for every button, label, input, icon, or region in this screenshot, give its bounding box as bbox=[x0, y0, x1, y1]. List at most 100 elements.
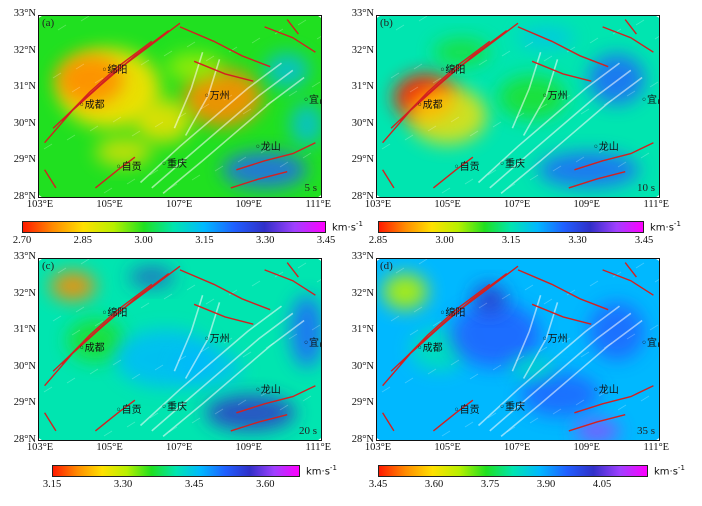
lat-label: 32°N bbox=[13, 287, 36, 299]
period-label: 10 s bbox=[636, 182, 655, 194]
lon-label: 105°E bbox=[434, 199, 461, 210]
fault-line bbox=[382, 169, 395, 189]
city-label: ◦龙山 bbox=[255, 138, 281, 153]
city-label: ◦万州 bbox=[204, 330, 230, 345]
colorbar-tick-label: 3.30 bbox=[256, 235, 275, 246]
colorbar-tick-label: 3.45 bbox=[368, 479, 388, 490]
fold-ridge bbox=[162, 319, 305, 438]
panel-label: (c) bbox=[42, 260, 55, 272]
lat-label: 30°N bbox=[13, 360, 36, 372]
city-name: 自贡 bbox=[459, 162, 480, 174]
fold-ridge bbox=[511, 51, 542, 129]
city-name: 龙山 bbox=[598, 385, 619, 397]
fault-line bbox=[517, 269, 609, 311]
colorbar-tick-label: 3.90 bbox=[536, 479, 556, 490]
velocity-anomaly bbox=[165, 52, 223, 82]
city-label: ◦宜昌 bbox=[641, 334, 659, 349]
circle-marker-icon: ◦ bbox=[161, 401, 168, 413]
circle-marker-icon: ◦ bbox=[303, 337, 310, 349]
lon-label: 111°E bbox=[643, 442, 670, 453]
lon-label: 111°E bbox=[643, 199, 670, 210]
city-label: ◦绵阳 bbox=[439, 61, 465, 76]
lat-label: 28°N bbox=[351, 434, 374, 445]
city-name: 重庆 bbox=[167, 158, 188, 170]
fault-line bbox=[264, 26, 316, 53]
fault-line bbox=[602, 26, 654, 53]
lat-label: 28°N bbox=[351, 191, 374, 202]
fault-line bbox=[432, 156, 474, 189]
fold-ridge bbox=[511, 294, 542, 372]
colorbar-tick-label: 3.00 bbox=[134, 235, 153, 246]
colorbar bbox=[22, 221, 326, 233]
colorbar-tick-label: 3.60 bbox=[256, 479, 275, 490]
fault-line bbox=[44, 412, 57, 432]
unit-exponent: -1 bbox=[673, 220, 681, 228]
lon-label: 103°E bbox=[26, 199, 54, 210]
lat-label: 31°N bbox=[351, 324, 374, 336]
velocity-anomaly bbox=[289, 102, 321, 147]
lon-label: 109°E bbox=[235, 199, 262, 210]
fold-ridge bbox=[477, 62, 620, 184]
map-frame: (d)35 s◦绵阳◦成都◦重庆◦自贡◦万州◦龙山◦宜昌 bbox=[376, 258, 660, 441]
city-name: 宜昌 bbox=[647, 94, 659, 106]
city-name: 绵阳 bbox=[107, 65, 128, 77]
lat-label: 33°N bbox=[351, 251, 374, 262]
city-label: ◦绵阳 bbox=[439, 304, 465, 319]
city-label: ◦成都 bbox=[417, 96, 443, 111]
velocity-map bbox=[377, 259, 659, 440]
lon-label: 107°E bbox=[503, 442, 531, 453]
circle-marker-icon: ◦ bbox=[416, 343, 423, 354]
colorbar-tick-label: 3.15 bbox=[42, 479, 62, 490]
fault-line bbox=[399, 283, 491, 365]
velocity-map bbox=[39, 259, 321, 440]
velocity-anomaly bbox=[134, 99, 192, 143]
fold-ridge bbox=[522, 59, 559, 136]
lon-label: 107°E bbox=[165, 442, 193, 453]
fault-line bbox=[517, 26, 609, 68]
fold-ridge bbox=[184, 302, 221, 379]
lat-label: 32°N bbox=[13, 44, 36, 56]
velocity-anomaly bbox=[174, 349, 243, 386]
fault-line bbox=[236, 142, 316, 171]
colorbar-tick-label: 2.85 bbox=[368, 235, 388, 246]
fold-ridge bbox=[184, 59, 221, 136]
fault-line bbox=[44, 169, 57, 189]
lat-label: 29°N bbox=[351, 397, 374, 409]
colorbar-unit: km·s-1 bbox=[332, 220, 363, 233]
velocity-anomaly bbox=[520, 373, 600, 417]
circle-marker-icon: ◦ bbox=[499, 158, 506, 170]
velocity-anomaly bbox=[55, 54, 124, 105]
city-label: ◦龙山 bbox=[255, 381, 281, 396]
fault-line bbox=[531, 60, 592, 82]
fault-line bbox=[399, 40, 491, 122]
velocity-anomaly bbox=[264, 52, 310, 89]
circle-marker-icon: ◦ bbox=[416, 100, 423, 111]
lat-label: 31°N bbox=[13, 324, 36, 336]
fault-line bbox=[574, 142, 654, 171]
lat-label: 30°N bbox=[351, 117, 374, 129]
city-name: 成都 bbox=[422, 343, 443, 354]
unit-text: km·s bbox=[306, 466, 330, 478]
colorbar-tick-label: 3.60 bbox=[424, 479, 444, 490]
unit-text: km·s bbox=[650, 222, 674, 234]
fault-line bbox=[236, 385, 316, 414]
circle-marker-icon: ◦ bbox=[592, 142, 599, 154]
city-name: 成都 bbox=[84, 100, 105, 111]
circle-marker-icon: ◦ bbox=[78, 343, 85, 354]
circle-marker-icon: ◦ bbox=[101, 308, 108, 320]
velocity-anomaly bbox=[433, 37, 490, 67]
fault-line bbox=[61, 283, 153, 365]
city-name: 万州 bbox=[547, 333, 568, 345]
unit-exponent: -1 bbox=[355, 220, 363, 228]
circle-marker-icon: ◦ bbox=[641, 337, 648, 349]
velocity-anomaly bbox=[450, 302, 541, 368]
city-name: 成都 bbox=[422, 100, 443, 111]
lon-label: 107°E bbox=[165, 199, 193, 210]
colorbar-tick-label: 2.70 bbox=[12, 235, 32, 246]
lon-label: 103°E bbox=[364, 442, 392, 453]
city-name: 绵阳 bbox=[445, 65, 466, 77]
fold-ridge bbox=[489, 69, 632, 189]
city-name: 成都 bbox=[84, 343, 105, 354]
lat-label: 32°N bbox=[351, 44, 374, 56]
lon-label: 109°E bbox=[573, 442, 600, 453]
